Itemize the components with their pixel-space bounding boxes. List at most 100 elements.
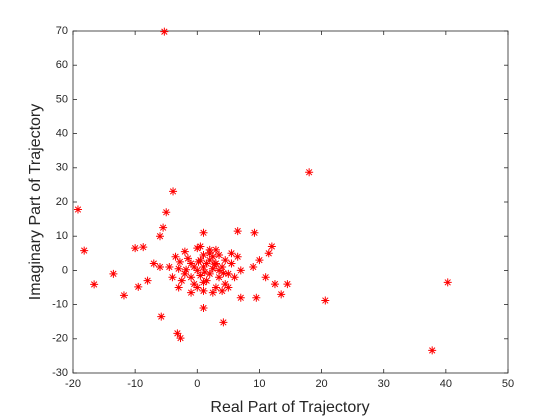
point (219, 269, 228, 278)
point (156, 262, 164, 271)
point (219, 318, 228, 327)
point (277, 290, 286, 299)
point (218, 262, 227, 271)
point (211, 283, 220, 292)
point (199, 262, 208, 271)
point (196, 242, 205, 251)
y-tick-label: 70 (56, 25, 68, 37)
point (174, 264, 183, 273)
x-tick-label: 50 (502, 378, 514, 390)
point (252, 293, 261, 302)
point (305, 168, 314, 177)
point (187, 288, 196, 297)
point (249, 262, 258, 271)
point (134, 282, 143, 291)
point (73, 205, 82, 214)
point (80, 246, 89, 255)
point (165, 262, 174, 271)
point (119, 291, 128, 300)
point (199, 286, 208, 295)
point (143, 276, 152, 285)
point (224, 269, 233, 278)
point (321, 296, 330, 305)
y-tick-label: 10 (56, 230, 68, 242)
point (270, 280, 279, 289)
point (428, 346, 437, 355)
point (264, 249, 273, 258)
x-tick-label: -20 (65, 378, 81, 390)
point (199, 251, 208, 260)
point (200, 268, 209, 277)
point (236, 293, 245, 302)
point (169, 187, 178, 196)
point (221, 256, 230, 265)
point (208, 252, 217, 261)
point (261, 273, 270, 282)
point (236, 266, 245, 275)
point (233, 227, 242, 236)
point (255, 256, 264, 265)
point (215, 273, 224, 282)
point (227, 259, 236, 268)
y-tick-label: 20 (56, 196, 68, 208)
x-tick-label: 20 (315, 378, 327, 390)
point (177, 276, 186, 285)
point (211, 245, 220, 254)
point (187, 273, 196, 282)
point (176, 334, 185, 343)
point (196, 271, 205, 280)
point (149, 259, 158, 268)
point (162, 208, 171, 217)
point (267, 242, 276, 251)
point (160, 27, 169, 36)
point (183, 254, 192, 263)
x-tick-label: 30 (378, 378, 390, 390)
point (202, 259, 211, 268)
y-tick-label: -20 (52, 333, 68, 345)
point (205, 256, 214, 265)
y-axis-label: Imaginary Part of Trajectory (27, 104, 44, 301)
point (230, 273, 239, 282)
point (194, 257, 203, 266)
y-tick-label: 30 (56, 162, 68, 174)
point (157, 312, 166, 321)
point (205, 245, 214, 254)
y-tick-label: -30 (52, 367, 68, 379)
point (180, 247, 189, 256)
point (193, 266, 202, 275)
point (190, 262, 199, 271)
x-tick-label: 40 (440, 378, 452, 390)
point (159, 223, 168, 232)
point (168, 273, 177, 282)
point (90, 280, 99, 289)
point (109, 269, 118, 278)
point (205, 269, 214, 278)
point (171, 252, 180, 261)
point (283, 280, 292, 289)
point (182, 265, 191, 274)
point (131, 244, 140, 253)
x-tick-label: 0 (194, 378, 200, 390)
plot-box (72, 30, 509, 374)
point (218, 286, 227, 295)
point (443, 278, 452, 287)
point (199, 278, 208, 287)
point (233, 252, 242, 261)
y-tick-label: 0 (62, 264, 68, 276)
point (173, 329, 182, 338)
point (210, 260, 219, 269)
point (175, 257, 184, 266)
point (227, 249, 236, 258)
x-tick-label: 10 (253, 378, 265, 390)
point (139, 243, 148, 252)
point (215, 266, 224, 275)
point (202, 276, 211, 285)
point (221, 280, 230, 289)
y-tick-label: -10 (52, 299, 68, 311)
point (215, 251, 224, 260)
point (180, 269, 189, 278)
y-tick-label: 60 (56, 59, 68, 71)
x-axis-label: Real Part of Trajectory (210, 399, 369, 416)
